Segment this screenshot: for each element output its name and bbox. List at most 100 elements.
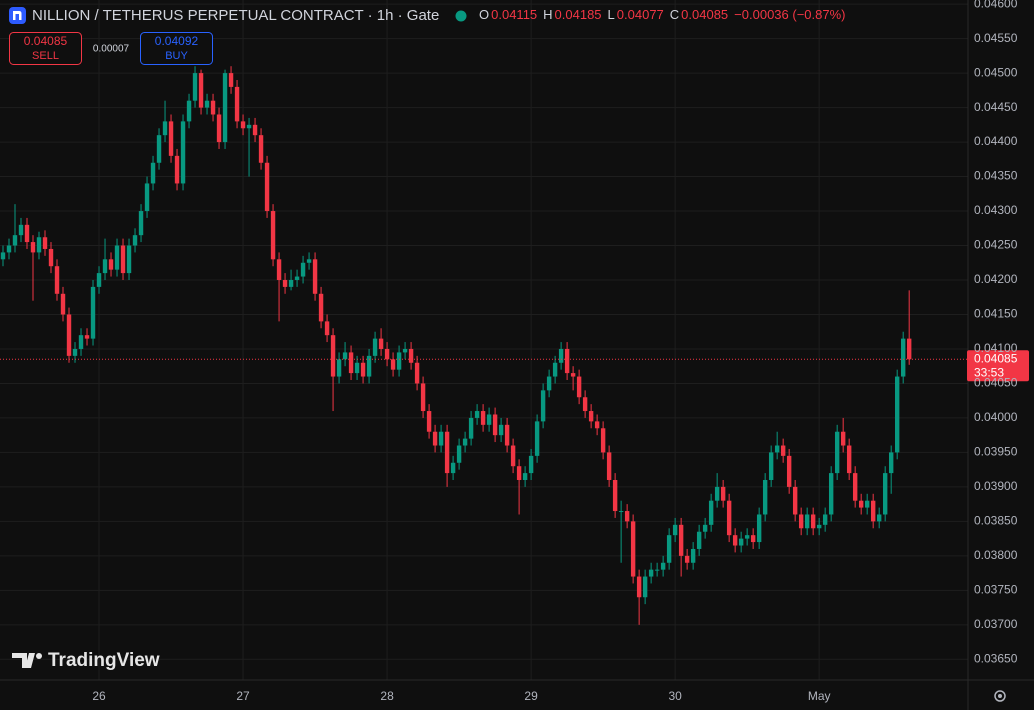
candle-body xyxy=(828,473,834,515)
candle-body xyxy=(24,224,30,243)
candle-body xyxy=(876,514,882,522)
candle-body xyxy=(84,335,90,339)
candle-body xyxy=(480,411,486,425)
candle-body xyxy=(0,252,6,260)
settings-icon[interactable] xyxy=(994,690,1006,702)
candle-body xyxy=(432,431,438,446)
candle-body xyxy=(192,73,198,101)
candles xyxy=(0,66,912,625)
candle-body xyxy=(390,359,396,370)
candle-body xyxy=(618,511,624,513)
candle-body xyxy=(600,428,606,453)
candle-body xyxy=(456,445,462,463)
candle-body xyxy=(306,259,312,263)
candle-body xyxy=(72,348,78,356)
candle-body xyxy=(276,259,282,280)
y-tick-label: 0.04300 xyxy=(974,203,1018,217)
y-tick-label: 0.04400 xyxy=(974,134,1018,148)
sell-button[interactable] xyxy=(9,32,82,65)
candle-body xyxy=(66,314,72,356)
countdown: 33:53 xyxy=(974,365,1004,379)
candle-body xyxy=(300,262,306,277)
last-price-label: 0.04085 xyxy=(974,351,1018,365)
candle-body xyxy=(12,235,18,246)
candle-body xyxy=(396,352,402,370)
candle-body xyxy=(726,500,732,536)
y-tick-label: 0.04350 xyxy=(974,169,1018,183)
candle-body xyxy=(516,466,522,480)
candle-body xyxy=(786,455,792,487)
candle-body xyxy=(330,335,336,377)
candle-body xyxy=(252,124,258,136)
candle-body xyxy=(348,352,354,374)
candle-body xyxy=(216,114,222,143)
candle-body xyxy=(576,376,582,398)
candle-body xyxy=(144,183,150,212)
candle-body xyxy=(228,73,234,87)
y-tick-label: 0.04450 xyxy=(974,100,1018,114)
candle-body xyxy=(714,486,720,501)
candle-body xyxy=(234,86,240,122)
candle-body xyxy=(222,73,228,143)
candle-body xyxy=(414,362,420,384)
candle-body xyxy=(858,500,864,508)
candle-body xyxy=(420,383,426,412)
y-tick-label: 0.04550 xyxy=(974,31,1018,45)
candle-body xyxy=(624,511,630,522)
sell-price: 0.04085 xyxy=(24,34,68,48)
candle-body xyxy=(336,359,342,377)
y-tick-label: 0.04500 xyxy=(974,65,1018,79)
candle-body xyxy=(270,211,276,260)
candle-body xyxy=(102,259,108,274)
candle-body xyxy=(36,237,42,253)
y-tick-label: 0.03950 xyxy=(974,445,1018,459)
x-tick-label: 27 xyxy=(236,689,250,703)
x-tick-label: May xyxy=(808,689,831,703)
candle-body xyxy=(810,514,816,529)
candle-body xyxy=(840,431,846,446)
watermark-logo xyxy=(12,653,35,668)
symbol-logo-glyph xyxy=(13,11,22,20)
candle-body xyxy=(774,445,780,453)
y-tick-label: 0.04000 xyxy=(974,410,1018,424)
candle-body xyxy=(198,73,204,108)
candle-body xyxy=(174,155,180,184)
candle-body xyxy=(402,348,408,353)
candle-body xyxy=(120,245,126,274)
candle-body xyxy=(834,431,840,474)
candle-body xyxy=(630,521,636,577)
candle-body xyxy=(204,100,210,108)
candle-body xyxy=(870,500,876,522)
candle-body xyxy=(408,348,414,363)
candle-body xyxy=(30,242,36,253)
y-tick-label: 0.04100 xyxy=(974,341,1018,355)
candle-body xyxy=(804,514,810,529)
candle-body xyxy=(258,135,264,163)
candle-body xyxy=(54,266,60,294)
candle-body xyxy=(162,121,168,136)
candle-body xyxy=(648,569,654,577)
candle-body xyxy=(444,431,450,474)
buy-button[interactable] xyxy=(140,32,213,65)
candle-body xyxy=(372,338,378,356)
candle-body xyxy=(702,524,708,532)
candle-body xyxy=(42,237,48,249)
candle-body xyxy=(888,452,894,474)
candle-body xyxy=(438,431,444,446)
candle-body xyxy=(582,397,588,412)
candle-body xyxy=(720,486,726,501)
settings-icon-center xyxy=(998,694,1002,698)
candle-body xyxy=(894,376,900,453)
candle-body xyxy=(48,248,54,267)
buy-label: BUY xyxy=(165,50,188,62)
candle-body xyxy=(672,524,678,536)
candle-body xyxy=(780,445,786,456)
buy-price: 0.04092 xyxy=(155,34,199,48)
candle-body xyxy=(294,276,300,280)
candle-body xyxy=(450,462,456,474)
candle-body xyxy=(240,121,246,129)
